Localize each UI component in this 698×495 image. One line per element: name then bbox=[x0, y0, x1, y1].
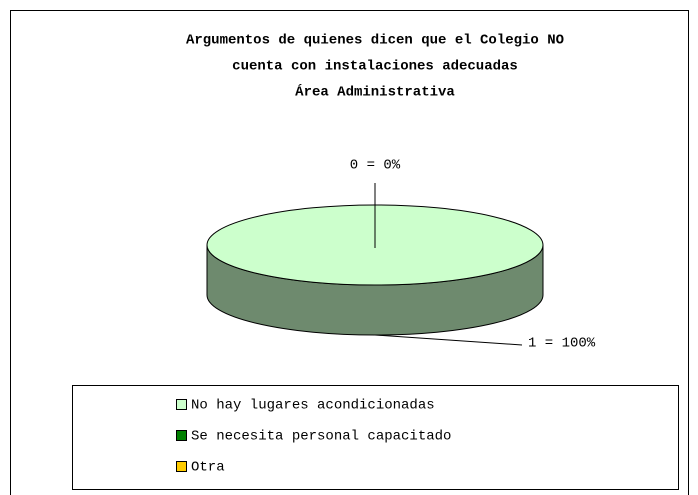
chart-title: Argumentos de quienes dicen que el Coleg… bbox=[186, 33, 564, 49]
legend-box bbox=[72, 385, 679, 490]
legend-label: Se necesita personal capacitado bbox=[191, 429, 451, 445]
legend-swatch bbox=[176, 399, 187, 410]
legend-swatch bbox=[176, 430, 187, 441]
data-label: 0 = 0% bbox=[350, 158, 401, 174]
chart-title: cuenta con instalaciones adecuadas bbox=[232, 59, 518, 75]
chart-title: Área Administrativa bbox=[295, 83, 455, 101]
legend-label: Otra bbox=[191, 460, 225, 476]
leader-line bbox=[374, 334, 523, 346]
data-label: 1 = 100% bbox=[528, 336, 596, 352]
legend-swatch bbox=[176, 461, 187, 472]
legend-label: No hay lugares acondicionadas bbox=[191, 398, 435, 414]
